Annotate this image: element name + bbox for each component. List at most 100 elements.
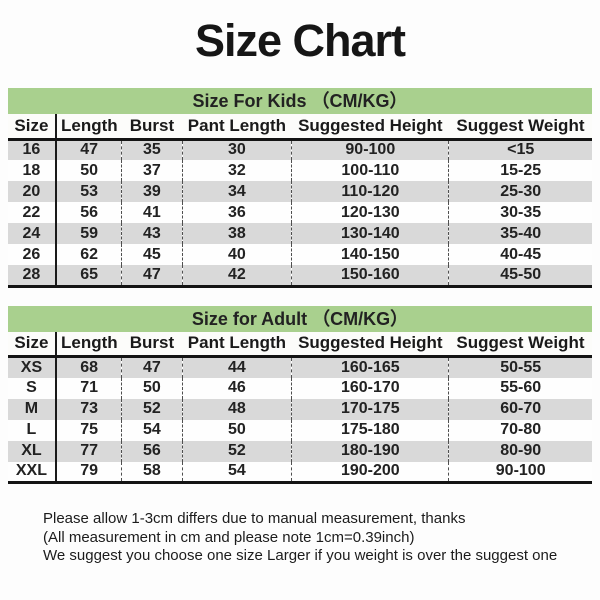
cell: 53 [55,181,122,203]
column-header-burst: Burst [121,114,182,141]
kids-header-row: Size Length Burst Pant Length Suggested Heig… [8,114,592,141]
cell: M [8,398,57,420]
cell: 70-80 [448,419,592,441]
cell: 54 [121,419,182,441]
table-row-size-26: 26 62 45 40 140-150 40-45 [8,244,592,266]
column-header-pant-length: Pant Length [182,114,292,141]
cell: 52 [121,398,182,420]
cell: 47 [55,139,122,161]
cell: 50 [121,377,182,399]
column-header-pant-length: Pant Length [182,331,292,359]
cell: 56 [121,440,182,462]
column-header-suggest-weight: Suggest Weight [448,331,592,359]
cell: 55-60 [448,377,592,399]
table-row-size-16: 16 47 35 30 90-100 <15 [8,139,592,161]
cell: 40 [181,244,292,266]
cell: 60-70 [448,398,592,420]
cell: 42 [181,265,292,287]
cell: XL [8,440,57,462]
table-row-size-22: 22 56 41 36 120-130 30-35 [8,202,592,224]
cell: 65 [55,265,122,287]
column-header-suggest-weight: Suggest Weight [448,114,592,141]
cell: 160-165 [291,356,449,378]
cell: 120-130 [291,202,449,224]
column-header-length: Length [55,331,122,359]
cell: 190-200 [291,461,449,483]
cell: 73 [55,398,122,420]
column-header-size: Size [8,331,57,359]
cell: 71 [55,377,122,399]
table-row-size-xxl: XXL 79 58 54 190-200 90-100 [8,461,592,483]
kids-size-table: Size Length Burst Pant Length Suggested Heig… [8,114,592,288]
cell: 140-150 [291,244,449,266]
note-line: We suggest you choose one size Larger if… [43,547,558,565]
cell: 62 [55,244,122,266]
cell: 50 [181,419,292,441]
cell: 46 [181,377,292,399]
table-row-size-28: 28 65 47 42 150-160 45-50 [8,265,592,287]
adult-section-banner: Size for Adult （CM/KG） [8,305,592,332]
cell: 41 [121,202,182,224]
cell: 35-40 [448,223,592,245]
column-header-suggested-height: Suggested Height [291,114,449,141]
cell: L [8,419,57,441]
kids-size-section: Size For Kids （CM/KG） Size Length Burst Pan… [8,88,592,288]
cell: 130-140 [291,223,449,245]
cell: 50-55 [448,356,592,378]
cell: 16 [8,139,57,161]
cell: 36 [181,202,292,224]
cell: 18 [8,160,57,182]
cell: 28 [8,265,57,287]
cell: 40-45 [448,244,592,266]
cell: 25-30 [448,181,592,203]
cell: 35 [121,139,182,161]
cell: 20 [8,181,57,203]
cell: 24 [8,223,57,245]
adult-size-table: Size Length Burst Pant Length Suggested Heig… [8,331,592,485]
cell: 110-120 [291,181,449,203]
cell: 52 [181,440,292,462]
table-row-size-20: 20 53 39 34 110-120 25-30 [8,181,592,203]
table-row-size-xs: XS 68 47 44 160-165 50-55 [8,356,592,378]
cell: 75 [55,419,122,441]
table-row-size-m: M 73 52 48 170-175 60-70 [8,398,592,420]
cell: 175-180 [291,419,449,441]
cell: 77 [55,440,122,462]
cell: 30-35 [448,202,592,224]
column-header-size: Size [8,114,57,141]
cell: 50 [55,160,122,182]
cell: 58 [121,461,182,483]
cell: 22 [8,202,57,224]
cell: 170-175 [291,398,449,420]
cell: <15 [448,139,592,161]
cell: 37 [121,160,182,182]
page-title: Size Chart [194,15,406,66]
cell: XS [8,356,57,378]
cell: 79 [55,461,122,483]
adult-header-row: Size Length Burst Pant Length Suggested Heig… [8,331,592,359]
column-header-burst: Burst [121,331,182,359]
table-row-size-xl: XL 77 56 52 180-190 80-90 [8,440,592,462]
measurement-notes: Please allow 1-3cm differs due to manual… [43,510,600,566]
cell: 26 [8,244,57,266]
table-row-size-24: 24 59 43 38 130-140 35-40 [8,223,592,245]
cell: 90-100 [448,461,592,483]
cell: 47 [121,356,182,378]
cell: 90-100 [291,139,449,161]
cell: 56 [55,202,122,224]
cell: 80-90 [448,440,592,462]
cell: 39 [121,181,182,203]
column-header-suggested-height: Suggested Height [291,331,449,359]
kids-section-banner: Size For Kids （CM/KG） [8,88,592,115]
cell: 38 [181,223,292,245]
cell: 44 [181,356,292,378]
note-line: (All measurement in cm and please note 1… [43,528,415,546]
cell: 54 [181,461,292,483]
cell: 45 [121,244,182,266]
cell: S [8,377,57,399]
note-line: Please allow 1-3cm differs due to manual… [43,510,466,528]
cell: 30 [181,139,292,161]
adult-size-section: Size for Adult （CM/KG） Size Length Burst Pa… [8,305,592,485]
cell: 68 [55,356,122,378]
